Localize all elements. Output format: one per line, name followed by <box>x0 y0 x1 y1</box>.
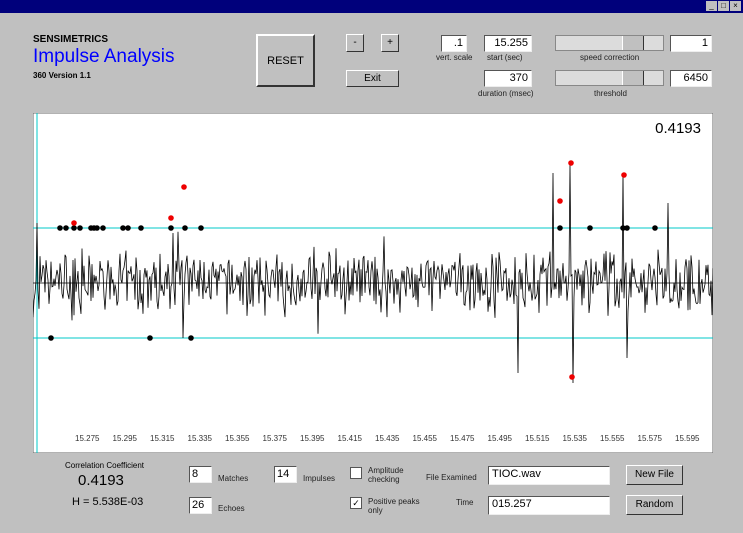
marker <box>569 374 575 380</box>
new-file-button[interactable]: New File <box>626 465 683 485</box>
x-label: 15.435 <box>375 434 400 443</box>
label: vert. scale <box>436 53 473 62</box>
duration-input[interactable]: 370 <box>484 70 532 87</box>
brand: SENSIMETRICS <box>33 34 109 45</box>
label: Matches <box>218 474 249 483</box>
matches-value: 8 <box>189 466 212 483</box>
x-label: 15.515 <box>525 434 550 443</box>
marker <box>168 215 174 221</box>
marker <box>77 225 83 231</box>
marker <box>198 225 204 231</box>
vert-scale-input[interactable]: .1 <box>441 35 467 52</box>
marker <box>568 160 574 166</box>
x-label: 15.415 <box>338 434 363 443</box>
label: speed correction <box>580 53 640 62</box>
minimize[interactable]: _ <box>706 1 717 11</box>
marker <box>557 225 563 231</box>
label: Impulses <box>303 474 336 483</box>
speed-slider[interactable] <box>555 35 664 51</box>
x-label: 15.555 <box>600 434 625 443</box>
label: threshold <box>594 89 627 98</box>
x-label: 15.275 <box>75 434 100 443</box>
start-input[interactable]: 15.255 <box>484 35 532 52</box>
x-label: 15.355 <box>225 434 250 443</box>
x-labels: 15.275 15.295 15.315 15.335 15.355 15.375 15.3… <box>75 434 713 443</box>
plus-button[interactable]: + <box>381 34 399 52</box>
marker <box>621 172 627 178</box>
corr-value: 0.4193 <box>78 472 124 489</box>
marker <box>188 335 194 341</box>
marker <box>48 335 54 341</box>
readout: 0.4193 <box>655 120 701 137</box>
label: Positive peaks only <box>368 497 420 515</box>
marker <box>125 225 131 231</box>
marker <box>71 220 77 226</box>
marker <box>624 225 630 231</box>
label: Amplitude checking <box>368 466 404 484</box>
x-label: 15.335 <box>188 434 213 443</box>
x-label: 15.495 <box>488 434 513 443</box>
h-value: H = 5.538E-03 <box>72 496 144 508</box>
x-label: 15.395 <box>300 434 325 443</box>
x-label: 15.475 <box>450 434 475 443</box>
exit-button[interactable]: Exit <box>346 70 399 87</box>
close[interactable]: × <box>730 1 741 11</box>
marker <box>181 184 187 190</box>
app-title: Impulse Analysis <box>33 46 175 67</box>
threshold-input[interactable]: 6450 <box>670 70 712 87</box>
marker <box>71 225 77 231</box>
marker <box>620 225 626 231</box>
random-button[interactable]: Random <box>626 495 683 515</box>
minus-button[interactable]: - <box>346 34 364 52</box>
file-input[interactable]: TIOC.wav <box>488 466 610 485</box>
maximize[interactable]: □ <box>718 1 729 11</box>
marker <box>138 225 144 231</box>
x-label: 15.315 <box>150 434 175 443</box>
x-label: 15.595 <box>675 434 700 443</box>
checkbox[interactable] <box>350 467 362 479</box>
x-label: 15.575 <box>638 434 663 443</box>
x-label: 15.375 <box>263 434 288 443</box>
label: start (sec) <box>487 53 523 62</box>
x-label: 15.6 <box>713 434 714 443</box>
marker <box>57 225 63 231</box>
x-label: 15.455 <box>413 434 438 443</box>
marker <box>94 225 100 231</box>
speed-input[interactable]: 1 <box>670 35 712 52</box>
label: File Examined <box>426 473 477 482</box>
waveform <box>33 162 713 384</box>
title-bar: _ □ × <box>0 0 743 13</box>
reset-button[interactable]: RESET <box>256 34 315 87</box>
label: Time <box>456 498 474 507</box>
marker <box>587 225 593 231</box>
time-input[interactable]: 015.257 <box>488 496 610 515</box>
version: 360 Version 1.1 <box>33 71 91 80</box>
x-label: 15.295 <box>113 434 138 443</box>
echoes-value: 26 <box>189 497 212 514</box>
marker <box>168 225 174 231</box>
marker <box>652 225 658 231</box>
marker <box>63 225 69 231</box>
checkbox[interactable]: ✓ <box>350 497 362 509</box>
plot: 0.4193 15.275 15.295 15.315 15.335 15.355 15.… <box>33 113 713 453</box>
marker <box>557 198 563 204</box>
x-label: 15.535 <box>563 434 588 443</box>
threshold-slider[interactable] <box>555 70 664 86</box>
label: Correlation Coefficient <box>65 461 145 470</box>
marker <box>120 225 126 231</box>
marker <box>100 225 106 231</box>
markers <box>48 160 658 380</box>
marker <box>147 335 153 341</box>
label: duration (msec) <box>478 89 534 98</box>
impulses-value: 14 <box>274 466 297 483</box>
label: Echoes <box>218 504 245 513</box>
marker <box>182 225 188 231</box>
